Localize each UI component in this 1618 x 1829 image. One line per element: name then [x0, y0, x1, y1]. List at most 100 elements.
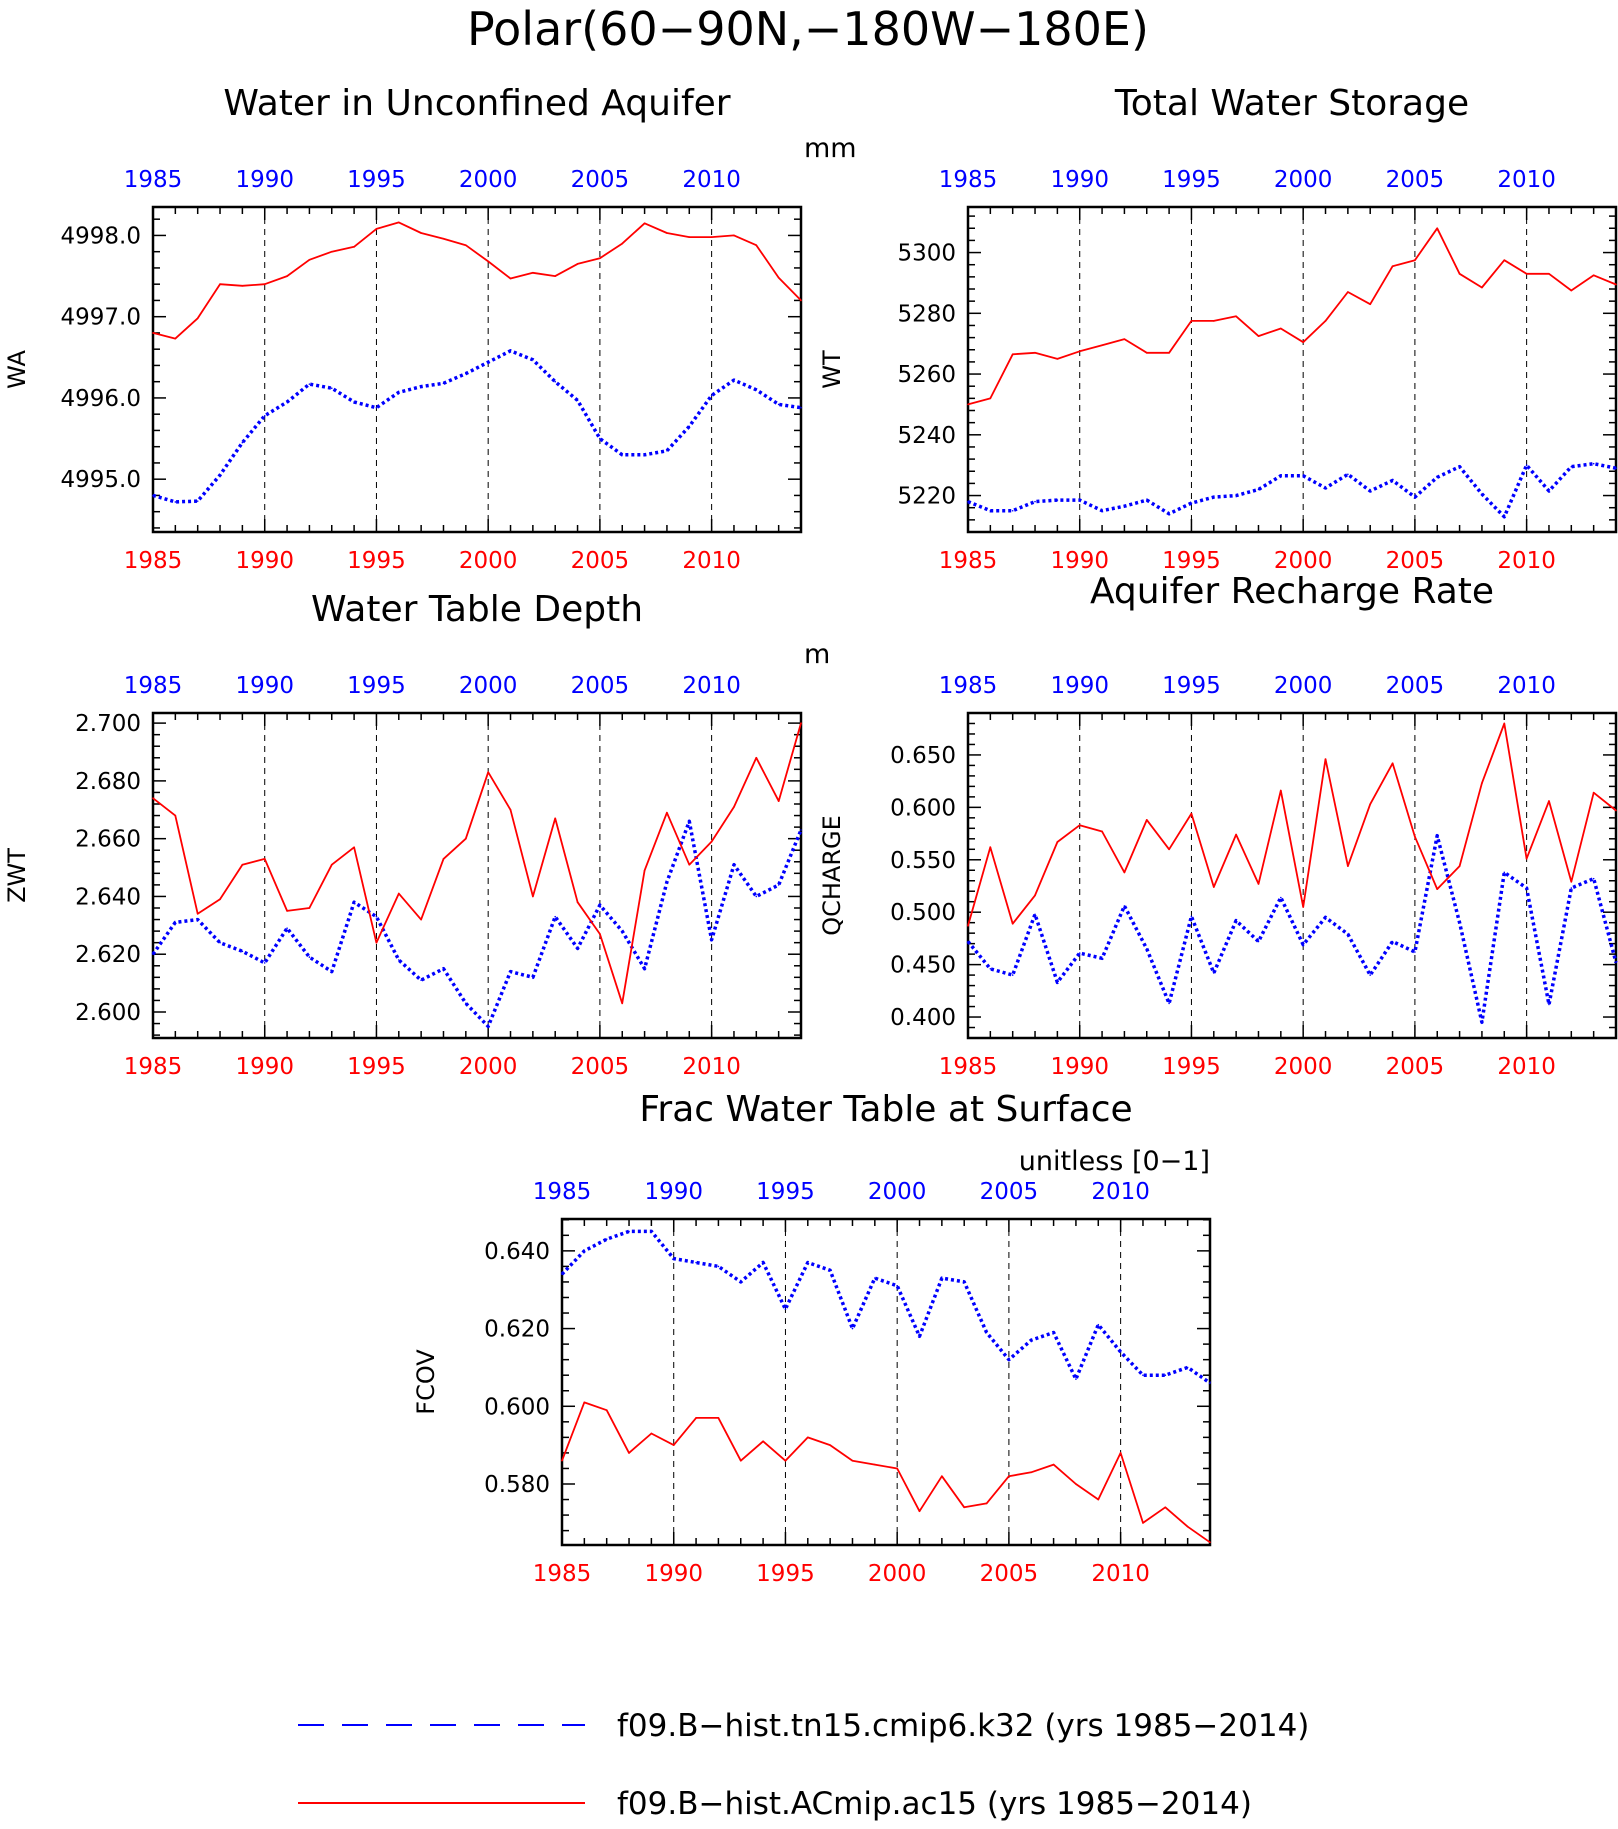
- plot-frame: [966, 711, 1618, 1040]
- data-point: [442, 382, 445, 385]
- data-point: [777, 800, 780, 802]
- data-point: [851, 1327, 854, 1330]
- chart-panel-1: Water in Unconfined Aquifer mm 1985 1985 199…: [3, 83, 857, 574]
- x-tick-label-top: 1990: [1050, 673, 1109, 699]
- y-tick-label: 4998.0: [61, 223, 141, 249]
- y-tick-label: 0.580: [484, 1472, 550, 1498]
- x-tick-label-top: 1995: [1162, 167, 1221, 193]
- data-point: [985, 1502, 988, 1505]
- data-point: [643, 967, 646, 970]
- units-label: m: [804, 639, 830, 670]
- y-tick-label: 2.620: [75, 942, 141, 968]
- data-point: [1615, 283, 1617, 286]
- data-point: [532, 272, 534, 274]
- y-tick-label: 5280: [897, 301, 956, 327]
- data-point: [465, 372, 467, 375]
- data-point: [487, 771, 489, 774]
- data-point: [672, 1444, 675, 1446]
- data-point: [688, 425, 691, 428]
- chart-panel-5: Frac Water Table at Surface unitless [0−1…: [412, 1089, 1212, 1587]
- data-point: [1592, 791, 1595, 794]
- data-point: [353, 246, 355, 248]
- y-tick-label: 2.700: [75, 711, 141, 737]
- data-point: [263, 283, 266, 285]
- y-tick-label: 0.500: [890, 900, 956, 926]
- data-point: [1369, 803, 1372, 806]
- data-point: [1503, 259, 1506, 261]
- data-point: [1592, 877, 1595, 880]
- data-point: [1324, 916, 1327, 919]
- data-point: [152, 797, 154, 800]
- series-line-acmip: [967, 227, 1617, 406]
- data-point: [1592, 274, 1595, 277]
- data-point: [650, 1432, 653, 1435]
- data-point: [1034, 894, 1036, 897]
- data-point: [806, 1261, 809, 1264]
- data-point: [1302, 943, 1304, 946]
- x-tick-label-bottom: 1995: [1162, 1054, 1221, 1080]
- data-point: [1011, 353, 1014, 356]
- data-point: [1168, 848, 1170, 851]
- data-point: [1436, 888, 1439, 890]
- data-point: [420, 232, 422, 234]
- data-point: [1034, 500, 1036, 503]
- data-point: [219, 941, 221, 944]
- data-point: [487, 260, 489, 263]
- data-point: [576, 947, 579, 950]
- data-point: [1414, 259, 1416, 261]
- x-tick-label-top: 1995: [1162, 673, 1221, 699]
- data-point: [605, 1409, 608, 1411]
- data-point: [1324, 320, 1327, 322]
- data-point: [1008, 1475, 1010, 1478]
- chart-title: Frac Water Table at Surface: [639, 1089, 1132, 1130]
- data-point: [576, 901, 579, 904]
- data-point: [1414, 835, 1416, 838]
- data-point: [375, 941, 378, 944]
- data-point: [286, 275, 288, 277]
- data-point: [1101, 830, 1103, 833]
- data-point: [1123, 505, 1126, 507]
- data-point: [1280, 896, 1282, 899]
- data-point: [1235, 494, 1237, 497]
- data-point: [1347, 291, 1349, 293]
- data-point: [286, 910, 288, 912]
- x-tick-label-bottom: 2010: [1091, 1561, 1150, 1587]
- x-tick-label-bottom: 1985: [939, 548, 998, 574]
- data-point: [628, 1230, 630, 1233]
- data-point: [1075, 1483, 1077, 1485]
- x-tick-label-bottom: 1985: [124, 548, 183, 574]
- data-point: [174, 814, 177, 817]
- data-point: [308, 383, 311, 385]
- chart-title: Water Table Depth: [311, 589, 643, 630]
- data-point: [800, 299, 802, 302]
- y-tick-label: 4997.0: [61, 305, 141, 331]
- x-tick-label-bottom: 2000: [459, 1054, 518, 1080]
- series-line-tn15: [560, 1229, 1212, 1385]
- data-point: [1257, 335, 1260, 337]
- units-label: unitless [0−1]: [1019, 1146, 1210, 1177]
- data-point: [800, 406, 802, 409]
- data-point: [896, 1285, 898, 1287]
- data-point: [1142, 1522, 1144, 1524]
- data-point: [1056, 499, 1059, 501]
- x-tick-label-top: 2010: [1497, 673, 1556, 699]
- chart-panel-2: Total Water Storagemm1985198519901990199…: [818, 83, 1618, 574]
- data-point: [420, 385, 422, 388]
- data-point: [1391, 762, 1394, 765]
- data-point: [375, 228, 378, 230]
- y-tick-label: 0.600: [890, 795, 956, 821]
- x-tick-label-top: 2010: [682, 673, 741, 699]
- data-point: [918, 1510, 921, 1512]
- x-tick-label-bottom: 2000: [1274, 1054, 1333, 1080]
- data-point: [375, 406, 378, 409]
- x-tick-label-bottom: 1995: [347, 548, 406, 574]
- data-point: [967, 925, 969, 927]
- x-tick-label-top: 1985: [124, 673, 183, 699]
- data-point: [643, 222, 646, 225]
- data-point: [1302, 341, 1304, 343]
- data-point: [688, 236, 691, 238]
- data-point: [777, 276, 780, 279]
- x-tick-label-top: 2000: [1274, 167, 1333, 193]
- x-tick-label-top: 1995: [756, 1179, 815, 1205]
- data-point: [985, 1331, 988, 1334]
